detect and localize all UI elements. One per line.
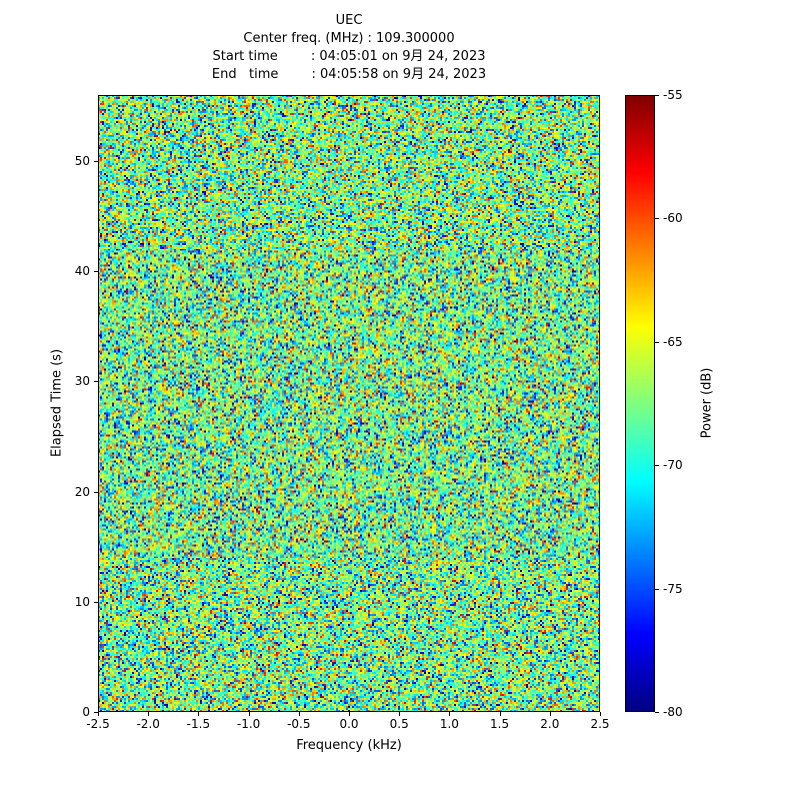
x-tick-label: 0.5	[389, 717, 409, 731]
colorbar-tick	[655, 712, 659, 713]
y-tick	[94, 712, 98, 713]
x-axis-label: Frequency (kHz)	[296, 738, 402, 753]
y-tick	[94, 271, 98, 273]
x-tick	[449, 712, 451, 716]
x-tick-label: -1.5	[186, 717, 211, 731]
center-freq-line: Center freq. (MHz) : 109.300000	[243, 31, 455, 46]
y-tick-label: 30	[74, 374, 90, 389]
x-tick	[298, 712, 300, 716]
x-tick	[499, 712, 501, 716]
x-tick	[198, 712, 200, 716]
x-tick-label: 2.5	[590, 717, 610, 731]
x-tick-label: 1.0	[439, 717, 459, 731]
y-tick-label: 40	[74, 264, 90, 279]
end-time-line: End time : 04:05:58 on 9月 24, 2023	[211, 67, 487, 82]
x-tick-label: 2.0	[540, 717, 560, 731]
start-time-line: Start time : 04:05:01 on 9月 24, 2023	[212, 49, 486, 64]
x-tick	[248, 712, 250, 716]
colorbar	[625, 95, 655, 712]
colorbar-tick-label: -65	[663, 334, 683, 349]
spectrogram-heatmap	[98, 95, 600, 712]
colorbar-tick-label: -70	[663, 458, 683, 473]
y-tick	[94, 381, 98, 383]
x-tick	[349, 712, 350, 716]
y-tick	[94, 161, 98, 163]
colorbar-tick	[655, 341, 659, 343]
colorbar-tick-label: -55	[663, 88, 683, 102]
x-tick	[98, 712, 99, 716]
x-tick-label: -2.0	[136, 717, 160, 731]
x-tick-label: -2.5	[86, 717, 110, 731]
colorbar-tick-label: -80	[663, 705, 683, 719]
y-tick-label: 0	[82, 705, 90, 719]
y-tick-label: 10	[74, 594, 90, 609]
x-tick	[600, 712, 601, 716]
y-tick-label: 50	[74, 154, 90, 169]
x-tick	[399, 712, 401, 716]
x-tick	[148, 712, 150, 716]
x-tick	[549, 712, 551, 716]
x-tick-label: 1.5	[490, 717, 510, 731]
y-axis-label: Elapsed Time (s)	[49, 348, 65, 458]
chart-title: UEC	[335, 13, 363, 28]
colorbar-tick	[655, 465, 659, 467]
x-tick-label: -1.0	[236, 717, 261, 731]
x-tick-label: -0.5	[287, 717, 311, 731]
y-tick	[94, 601, 98, 603]
colorbar-tick	[655, 588, 659, 590]
y-tick	[94, 491, 98, 493]
colorbar-tick	[655, 218, 659, 220]
colorbar-tick	[655, 95, 659, 96]
colorbar-tick-label: -60	[663, 211, 683, 226]
colorbar-label: Power (dB)	[699, 367, 715, 439]
x-tick-label: 0.0	[339, 717, 359, 731]
chart-header: UEC Center freq. (MHz) : 109.300000 Star…	[98, 12, 600, 84]
y-tick-label: 20	[74, 484, 90, 499]
colorbar-tick-label: -75	[663, 581, 683, 596]
